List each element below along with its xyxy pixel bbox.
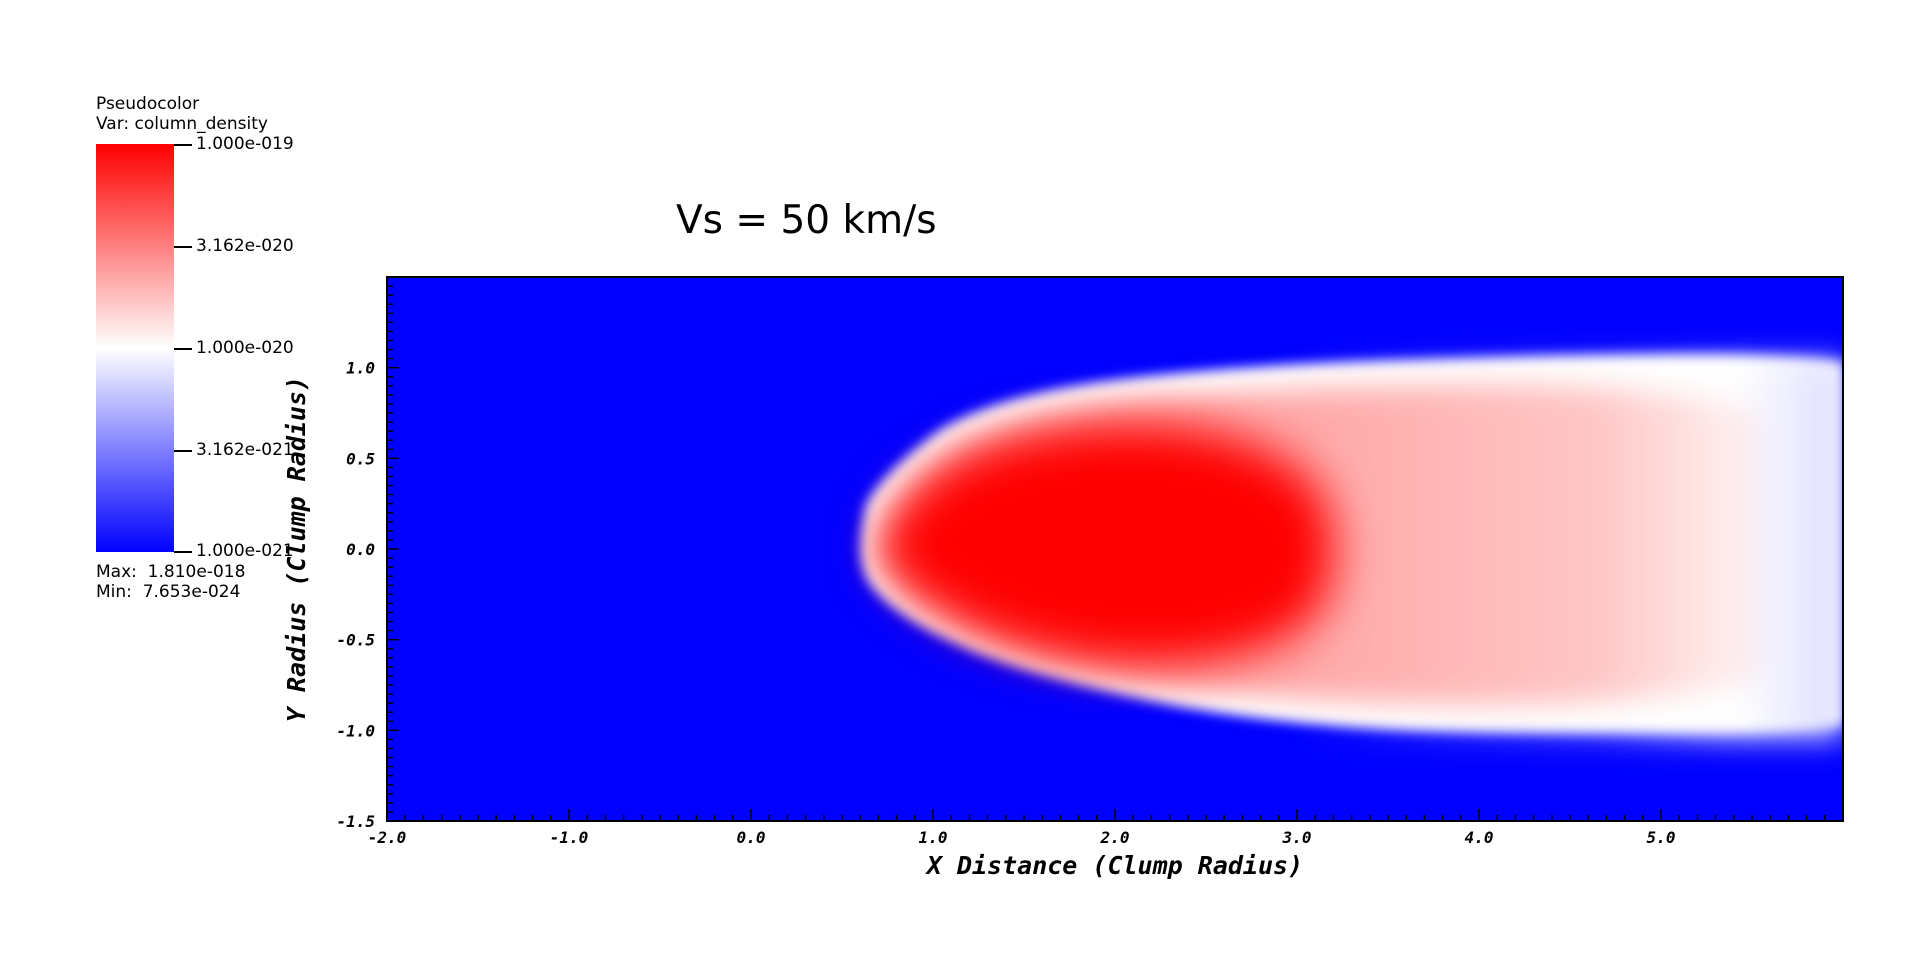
y-tick-label: -1.5 [336, 812, 375, 831]
colorbar-tick [174, 450, 192, 452]
legend-plot-type: Pseudocolor [96, 94, 200, 114]
x-tick-label: 0.0 [737, 828, 766, 847]
legend-min: Min: 7.653e-024 [96, 582, 241, 602]
x-axis-label: X Distance (Clump Radius) [925, 851, 1303, 880]
colorbar-tick [174, 348, 192, 350]
x-axis: -2.0 -1.0 0.0 1.0 2.0 3.0 4.0 5.0 [368, 809, 1844, 847]
y-tick-label: -1.0 [336, 721, 375, 740]
tail-fade [1300, 360, 1843, 740]
colorbar-label: 1.000e-021 [196, 541, 294, 561]
colorbar-label: 1.000e-020 [196, 338, 294, 358]
chart-title: Vs = 50 km/s [676, 198, 937, 243]
x-tick-label: 3.0 [1282, 828, 1312, 847]
colorbar-label: 3.162e-021 [196, 440, 294, 460]
x-tick-label: 5.0 [1647, 828, 1676, 847]
colorbar-tick [174, 551, 192, 553]
y-tick-label: 0.0 [346, 540, 375, 559]
legend-variable: Var: column_density [96, 114, 268, 134]
y-tick-label: -0.5 [336, 631, 375, 650]
y-tick-label: 0.5 [346, 449, 375, 468]
y-axis: -1.5 -1.0 -0.5 0.0 0.5 1.0 [336, 276, 399, 831]
x-tick-label: 1.0 [919, 828, 948, 847]
legend-max: Max: 1.810e-018 [96, 562, 246, 582]
y-tick-label: 1.0 [346, 359, 375, 378]
heatmap [387, 277, 1843, 821]
colorbar-tick [174, 246, 192, 248]
colorbar-label: 3.162e-020 [196, 236, 294, 256]
plume-core [878, 423, 1336, 666]
x-tick-label: -2.0 [368, 828, 407, 847]
colorbar-tick [174, 144, 192, 146]
x-tick-label: -1.0 [550, 828, 589, 847]
colorbar-label: 1.000e-019 [196, 134, 294, 154]
colorbar [96, 144, 174, 552]
x-tick-label: 4.0 [1465, 828, 1494, 847]
y-axis-label: Y Radius (Clump Radius) [282, 376, 311, 722]
x-tick-label: 2.0 [1100, 828, 1130, 847]
